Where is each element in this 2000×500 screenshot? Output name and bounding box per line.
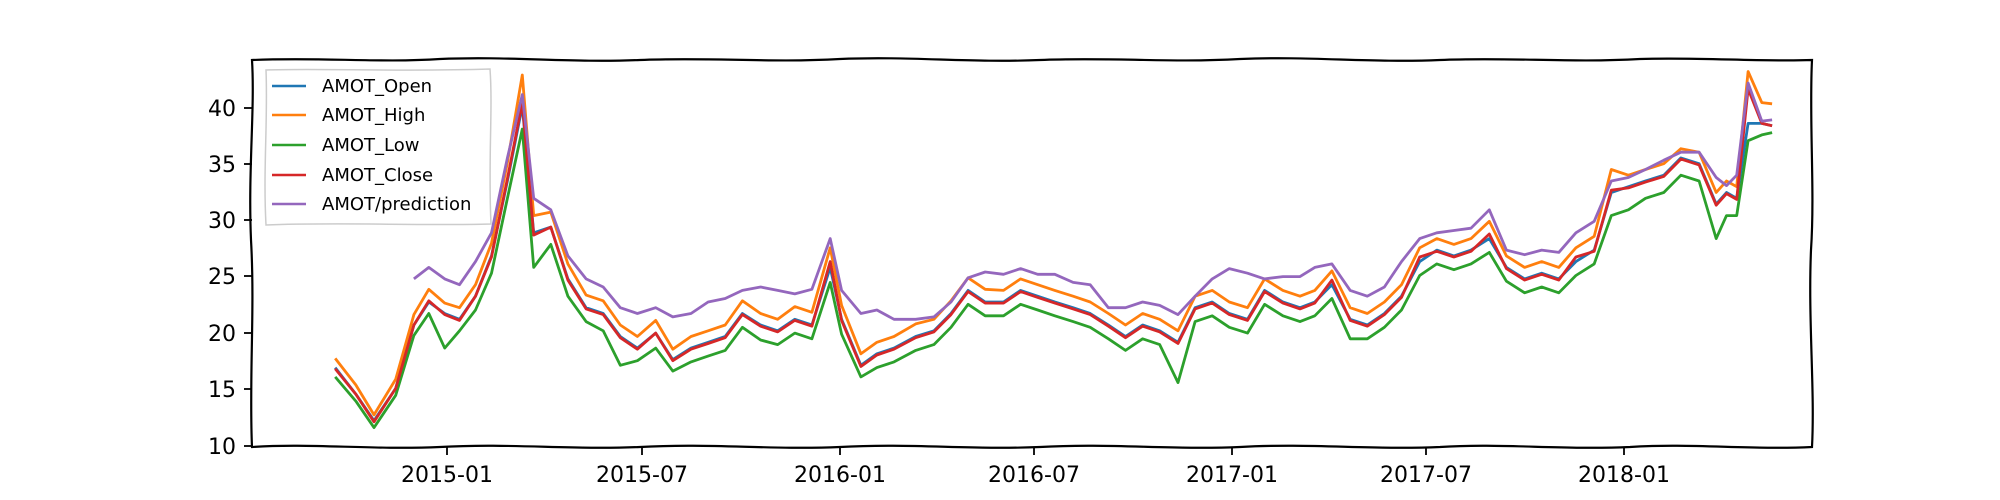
x-tick-label: 2016-01 bbox=[794, 463, 886, 488]
series-layer bbox=[334, 70, 1773, 429]
y-tick-label: 15 bbox=[208, 378, 236, 403]
plot-area bbox=[249, 57, 1814, 449]
legend-label: AMOT_Close bbox=[322, 165, 433, 186]
legend-label: AMOT_Low bbox=[322, 135, 419, 156]
y-axis: 10 15 20 25 30 35 40 bbox=[208, 97, 252, 460]
y-tick-label: 25 bbox=[208, 265, 236, 290]
plot-frame bbox=[249, 57, 1814, 449]
x-tick-label: 2017-01 bbox=[1186, 463, 1278, 488]
legend-label: AMOT_Open bbox=[322, 76, 432, 97]
x-tick-label: 2017-07 bbox=[1380, 463, 1472, 488]
y-tick-label: 30 bbox=[208, 209, 236, 234]
series-line-amot-close bbox=[334, 87, 1773, 424]
series-line-amot-low bbox=[334, 127, 1773, 429]
series-line-amot-high bbox=[334, 70, 1773, 417]
legend-label: AMOT/prediction bbox=[322, 194, 471, 215]
x-tick-label: 2015-01 bbox=[401, 463, 493, 488]
y-tick-label: 20 bbox=[208, 322, 236, 347]
legend-label: AMOT_High bbox=[322, 105, 425, 126]
y-tick-label: 10 bbox=[208, 435, 236, 460]
legend: AMOT_Open AMOT_High AMOT_Low AMOT_Close … bbox=[264, 68, 492, 226]
x-tick-label: 2018-01 bbox=[1578, 463, 1670, 488]
x-tick-label: 2016-07 bbox=[988, 463, 1080, 488]
y-tick-label: 40 bbox=[208, 97, 236, 122]
legend-box bbox=[264, 68, 492, 226]
y-tick-label: 35 bbox=[208, 153, 236, 178]
series-line-amot-open bbox=[334, 104, 1773, 423]
series-line-amot-prediction bbox=[413, 81, 1773, 321]
x-axis: 2015-01 2015-07 2016-01 2016-07 2017-01 … bbox=[401, 447, 1670, 488]
x-tick-label: 2015-07 bbox=[596, 463, 688, 488]
